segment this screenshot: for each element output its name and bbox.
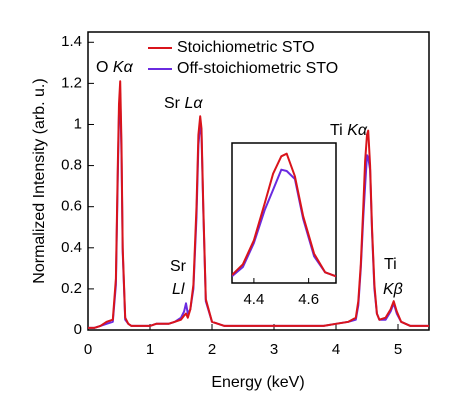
y-tick-label: 0.8 (61, 157, 82, 174)
y-axis-label: Normalized Intensity (arb. u.) (31, 78, 48, 283)
x-tick-label: 0 (84, 341, 92, 358)
y-tick-label: 0.2 (61, 280, 82, 297)
plot-frame (87, 31, 430, 331)
y-tick-label: 1.4 (61, 33, 82, 50)
legend-label: Stoichiometric STO (177, 39, 315, 56)
series-line (88, 80, 429, 329)
x-axis-label: Energy (keV) (211, 374, 304, 391)
annotation: Sr Lα (164, 95, 203, 112)
annotation: O Kα (96, 59, 134, 76)
x-tick-label: 3 (270, 341, 278, 358)
x-tick-label: 5 (394, 341, 402, 358)
annotation: Ti (384, 256, 397, 273)
series-line (232, 152, 336, 278)
y-tick-label: 0.6 (61, 198, 82, 215)
x-tick-label: 1 (146, 341, 154, 358)
y-tick-label: 1.2 (61, 74, 82, 91)
annotation: Ti Kα (330, 122, 368, 139)
y-tick-label: 0.4 (61, 239, 82, 256)
x-tick-label: 4 (332, 341, 340, 358)
inset-x-tick-label: 4.4 (243, 291, 264, 308)
annotation: Ll (172, 281, 185, 298)
annotation: Sr (170, 258, 187, 275)
legend-label: Off-stoichiometric STO (177, 60, 338, 77)
y-tick-label: 0 (74, 321, 82, 338)
series-line (232, 168, 336, 278)
inset-x-tick-label: 4.6 (298, 291, 319, 308)
y-tick-label: 1 (74, 115, 82, 132)
x-tick-label: 2 (208, 341, 216, 358)
annotation: Kβ (383, 281, 403, 298)
inset-frame (231, 142, 337, 284)
